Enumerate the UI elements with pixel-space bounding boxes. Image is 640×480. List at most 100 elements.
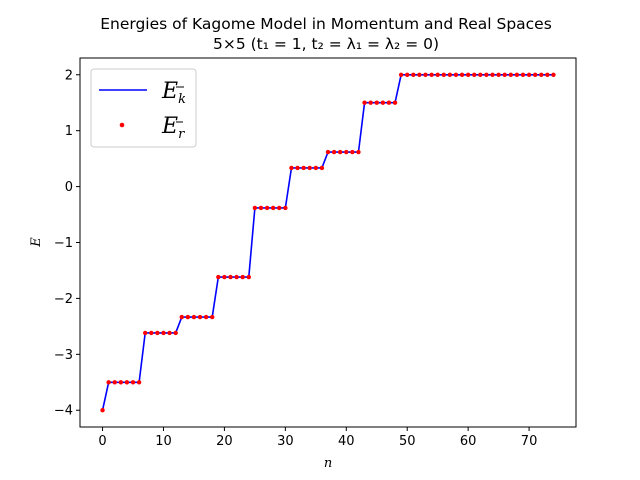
data-point-er [234,274,239,280]
legend-label-er: Er [161,114,185,142]
data-point-er [210,314,215,320]
data-point-er [356,149,361,155]
data-point-er [313,165,319,171]
data-point-er [362,100,367,105]
data-point-er [216,274,221,280]
data-point-er [197,314,203,320]
plot-area [100,72,556,413]
data-point-er [350,149,355,155]
data-point-er [307,165,312,171]
data-point-er [161,330,166,336]
data-point-er [472,72,477,77]
y-axis: −4 −3 −2 −1 0 1 2 [54,68,80,419]
data-point-er [532,72,538,77]
x-tick-label: 50 [399,434,416,449]
data-point-er [496,72,501,77]
y-tick-label: −4 [54,404,73,419]
data-point-er [539,72,544,77]
x-tick-label: 30 [277,434,294,449]
y-tick-label: −1 [54,236,73,251]
data-point-er [143,330,148,336]
x-axis: 0 10 20 30 40 50 60 70 [98,427,537,449]
data-point-er [283,205,288,211]
x-tick-label: 10 [155,434,172,449]
chart-title: Energies of Kagome Model in Momentum and… [100,15,552,33]
data-point-er [222,274,227,280]
legend-point-swatch [119,122,125,128]
data-point-er [325,149,331,155]
data-point-er [155,330,160,336]
data-point-er [112,380,117,385]
data-point-er [246,274,251,280]
data-point-er [228,274,233,280]
data-point-er [301,165,306,171]
data-point-er [118,380,124,385]
data-point-er [106,380,111,385]
data-point-er [398,72,404,77]
data-point-er [337,149,343,155]
data-point-er [508,72,513,77]
data-point-er [453,72,459,77]
data-point-er [173,330,178,336]
data-point-er [289,165,294,171]
data-point-er [185,314,191,320]
data-point-er [423,72,428,77]
y-tick-label: −3 [54,348,73,363]
data-point-er [368,100,373,105]
data-point-er [277,205,282,211]
legend: Ek Er [90,68,197,148]
data-point-er [100,408,105,413]
data-point-er [179,314,184,320]
data-point-er [167,330,172,336]
data-point-er [520,72,526,77]
data-point-er [411,72,416,77]
data-point-er [514,72,520,77]
data-point-er [484,72,489,77]
data-point-er [264,205,270,211]
data-point-er [551,72,556,77]
x-tick-label: 20 [216,434,233,449]
x-tick-label: 70 [521,434,538,449]
chart-subtitle: 5×5 (t₁ = 1, t₂ = λ₁ = λ₂ = 0) [213,35,439,53]
x-tick-label: 0 [98,434,106,449]
y-tick-label: −2 [54,292,73,307]
data-point-er [441,72,446,77]
y-tick-label: 1 [65,124,73,139]
x-tick-label: 60 [460,434,477,449]
data-point-er [429,72,434,77]
data-point-er [258,205,264,211]
data-point-er [545,72,550,77]
data-point-er [252,205,258,211]
y-tick-label: 0 [65,180,73,195]
data-point-er [478,72,483,77]
data-point-er [149,330,154,336]
data-point-er [417,72,422,77]
data-point-er [405,72,410,77]
y-axis-label: E [29,237,44,248]
legend-label-ek-sub: k [178,92,186,107]
data-point-er [465,72,471,77]
legend-label-er-sub: r [178,127,185,142]
data-point-er [270,205,276,211]
x-tick-label: 40 [338,434,355,449]
legend-label-ek: Ek [161,79,186,107]
data-point-er [331,149,337,155]
y-tick-label: 2 [65,68,73,83]
data-point-er [319,165,325,171]
data-point-er [386,100,392,105]
data-point-er [392,100,398,105]
data-point-er [295,165,300,171]
data-point-er [380,100,386,105]
data-point-er [240,274,245,280]
data-point-er [136,380,142,385]
data-point-er [447,72,453,77]
data-point-er [435,72,440,77]
x-axis-label: n [324,456,332,471]
data-point-er [490,72,495,77]
data-point-er [502,72,507,77]
data-point-er [344,149,349,155]
data-point-er [191,314,197,320]
data-point-er [203,314,209,320]
data-point-er [124,380,130,385]
